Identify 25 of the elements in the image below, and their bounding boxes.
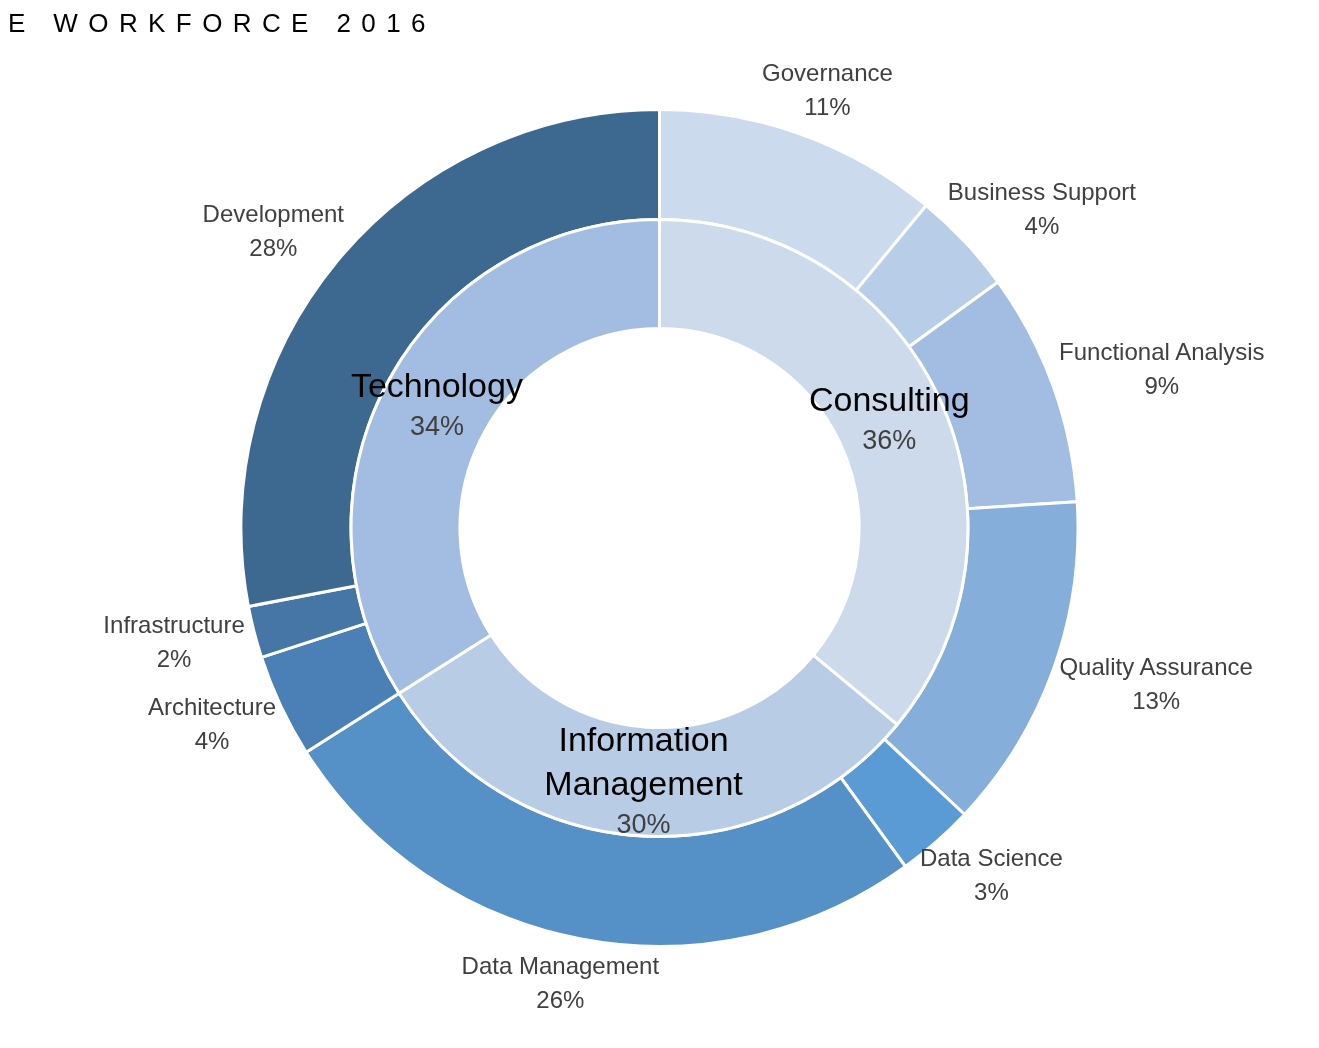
data-label: 36% — [862, 425, 917, 456]
slice-label: Consulting — [808, 380, 970, 419]
slice-label: Infrastructure — [103, 611, 245, 639]
slice-label: Quality Assurance — [1059, 652, 1253, 680]
slice-label: Architecture — [148, 693, 277, 721]
slice-label: Functional Analysis — [1059, 338, 1265, 366]
data-label: 11% — [804, 92, 851, 120]
data-label: 30% — [616, 808, 671, 839]
slice-label: Development — [202, 199, 345, 227]
data-label: 2% — [156, 645, 192, 673]
data-label: 4% — [1024, 211, 1060, 239]
data-label: 13% — [1132, 686, 1181, 714]
slice-label: Data Management — [461, 951, 660, 979]
data-label: 28% — [249, 233, 298, 261]
data-label: 3% — [974, 878, 1009, 906]
slice-label: Technology — [350, 366, 523, 405]
slice-label: Business Support — [947, 177, 1137, 205]
slice-label: Governance — [762, 58, 893, 86]
slice-label: Data Science — [920, 844, 1063, 872]
data-label: 9% — [1144, 372, 1180, 400]
data-label: 34% — [409, 411, 464, 442]
chart-title: E WORKFORCE 2016 — [8, 8, 437, 38]
data-label: 26% — [536, 985, 585, 1013]
data-label: 4% — [194, 727, 230, 755]
slice-label: Information Management — [544, 719, 744, 802]
